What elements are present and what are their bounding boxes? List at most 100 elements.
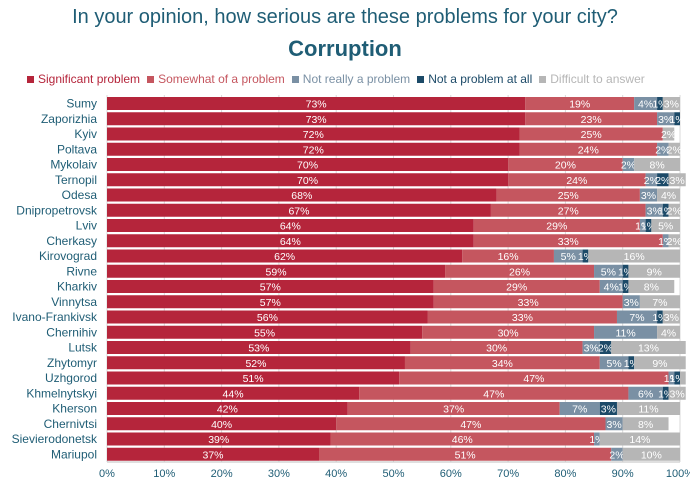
bar-segment-rivne-somewhat-of-a-problem — [445, 264, 595, 278]
data-label: 33% — [512, 312, 533, 324]
data-label: 2% — [661, 129, 676, 141]
bar-segment-lutsk-significant-problem — [107, 341, 411, 354]
bar-segment-dnipropetrovsk-not-a-problem-at-all — [662, 203, 669, 217]
data-label: 2% — [655, 175, 670, 187]
bar-segment-odesa-somewhat-of-a-problem — [496, 188, 640, 202]
category-label-cherkasy: Cherkasy — [46, 234, 97, 248]
bar-segment-kyiv-difficult-to-answer — [662, 127, 675, 141]
x-tick-label: 60% — [440, 468, 462, 480]
data-label: 25% — [558, 190, 579, 202]
bar-segment-kirovograd-significant-problem — [107, 249, 463, 263]
bar-segment-lutsk-somewhat-of-a-problem — [410, 341, 583, 354]
category-label-chernihiv: Chernihiv — [46, 325, 97, 339]
bar-segment-mariupol-significant-problem — [107, 447, 320, 461]
data-label: 3% — [664, 99, 679, 111]
data-label: 30% — [486, 343, 507, 355]
bar-segment-lviv-somewhat-of-a-problem — [473, 219, 640, 232]
bar-segment-ternopil-significant-problem — [107, 173, 509, 187]
x-tick-label: 0% — [99, 468, 115, 480]
bar-segment-zhytomyr-difficult-to-answer — [634, 356, 686, 370]
bar-segment-kherson-not-really-a-problem — [559, 402, 600, 415]
data-label: 68% — [291, 190, 312, 202]
bar-segment-kharkiv-difficult-to-answer — [628, 280, 675, 293]
bar-segment-lutsk-difficult-to-answer — [611, 341, 686, 354]
data-label: 24% — [578, 144, 599, 156]
bar-segment-khmelnytskyi-not-a-problem-at-all — [662, 386, 669, 400]
data-label: 64% — [280, 221, 301, 233]
data-label: 34% — [492, 358, 513, 370]
chart-title: In your opinion, how serious are these p… — [72, 6, 618, 28]
legend-item-significant: Significant problem — [27, 72, 140, 86]
bar-segment-rivne-difficult-to-answer — [628, 264, 680, 278]
legend-label: Not a problem at all — [428, 72, 533, 86]
data-label: 52% — [245, 358, 266, 370]
category-label-mykolaiv: Mykolaiv — [50, 158, 97, 172]
data-label: 2% — [644, 175, 659, 187]
category-label-sumy: Sumy — [66, 97, 97, 111]
category-label-mariupol: Mariupol — [51, 447, 97, 461]
data-label: 5% — [658, 221, 673, 233]
category-label-kyiv: Kyiv — [74, 127, 97, 141]
bar-segment-rivne-not-really-a-problem — [594, 264, 623, 278]
bar-segment-cherkasy-difficult-to-answer — [668, 234, 680, 248]
x-tick-label: 50% — [382, 468, 404, 480]
data-label: 55% — [254, 327, 275, 339]
bar-segment-uzhgorod-not-a-problem-at-all — [674, 371, 680, 385]
data-label: 8% — [649, 160, 664, 172]
data-label: 5% — [561, 251, 576, 263]
data-label: 7% — [572, 404, 587, 416]
data-label: 26% — [509, 266, 530, 278]
bar-segment-zhytomyr-not-really-a-problem — [599, 356, 629, 370]
data-label: 47% — [460, 419, 481, 431]
data-label: 10% — [641, 449, 662, 461]
data-label: 4% — [638, 99, 653, 111]
bar-segment-chernivtsi-significant-problem — [107, 417, 337, 431]
data-label: 29% — [506, 282, 527, 294]
bar-segment-khmelnytskyi-difficult-to-answer — [668, 386, 686, 400]
bar-segment-kherson-not-a-problem-at-all — [599, 402, 617, 415]
bar-segment-poltava-difficult-to-answer — [668, 142, 680, 156]
data-label: 9% — [647, 266, 662, 278]
category-label-poltava: Poltava — [57, 142, 97, 156]
data-label: 3% — [601, 404, 616, 416]
bar-segment-mariupol-somewhat-of-a-problem — [319, 447, 612, 461]
data-label: 57% — [260, 282, 281, 294]
data-label: 4% — [661, 190, 676, 202]
bar-segment-zaporizhia-not-a-problem-at-all — [674, 112, 680, 126]
category-label-odesa: Odesa — [62, 188, 98, 202]
bar-segment-cherkasy-not-really-a-problem — [662, 234, 669, 248]
data-label: 56% — [257, 312, 278, 324]
bar-segment-ivano-frankivsk-difficult-to-answer — [662, 310, 680, 324]
category-label-zaporizhia: Zaporizhia — [41, 112, 97, 126]
bar-segment-vinnytsa-somewhat-of-a-problem — [433, 295, 623, 309]
data-label: 25% — [581, 129, 602, 141]
bar-segment-mykolaiv-difficult-to-answer — [634, 158, 680, 171]
data-label: 40% — [211, 419, 232, 431]
data-label: 30% — [498, 327, 519, 339]
data-label: 2% — [609, 449, 624, 461]
data-label: 70% — [297, 175, 318, 187]
legend-swatch — [147, 75, 155, 83]
bar-segment-dnipropetrovsk-not-really-a-problem — [645, 203, 663, 217]
bar-segment-poltava-not-really-a-problem — [657, 142, 669, 156]
bar-segment-zhytomyr-somewhat-of-a-problem — [404, 356, 600, 370]
data-label: 19% — [569, 99, 590, 111]
bar-segment-sievierodonetsk-difficult-to-answer — [599, 432, 680, 446]
category-label-lutsk: Lutsk — [68, 341, 98, 355]
data-label: 62% — [274, 251, 295, 263]
bar-segment-uzhgorod-not-really-a-problem — [668, 371, 675, 385]
data-label: 53% — [248, 343, 269, 355]
bar-segment-mykolaiv-somewhat-of-a-problem — [508, 158, 623, 171]
bar-segment-kirovograd-somewhat-of-a-problem — [462, 249, 554, 263]
bar-segment-khmelnytskyi-not-really-a-problem — [628, 386, 663, 400]
data-label: 5% — [607, 358, 622, 370]
bar-segment-kharkiv-not-really-a-problem — [599, 280, 623, 293]
bar-segment-kharkiv-somewhat-of-a-problem — [433, 280, 600, 293]
bar-segment-dnipropetrovsk-significant-problem — [107, 203, 491, 217]
data-label: 7% — [652, 297, 667, 309]
bar-segment-poltava-significant-problem — [107, 142, 520, 156]
legend-item-not-at-all: Not a problem at all — [417, 72, 532, 86]
x-tick-label: 10% — [153, 468, 175, 480]
bar-segment-dnipropetrovsk-somewhat-of-a-problem — [490, 203, 646, 217]
bar-segment-chernihiv-somewhat-of-a-problem — [422, 325, 595, 339]
